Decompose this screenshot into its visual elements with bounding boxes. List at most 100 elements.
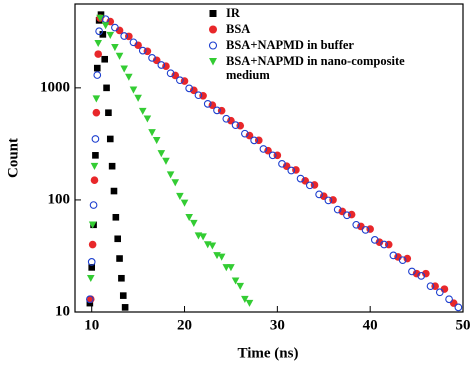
point <box>114 235 121 243</box>
point <box>236 282 245 290</box>
point <box>108 162 116 170</box>
legend-entry: BSA+NAPMD in nano-composite medium <box>206 54 446 82</box>
point <box>90 176 99 184</box>
point <box>93 64 101 72</box>
point <box>112 213 120 221</box>
point <box>278 159 286 168</box>
point <box>103 84 110 92</box>
x-tick-label: 30 <box>270 317 285 333</box>
point <box>119 292 127 299</box>
x-tick-label: 50 <box>456 317 471 333</box>
point <box>449 299 458 307</box>
legend-label: IR <box>226 6 240 20</box>
point <box>105 109 112 117</box>
point <box>398 256 407 265</box>
point <box>213 106 221 115</box>
point <box>209 25 217 34</box>
point <box>208 242 217 250</box>
point <box>445 295 453 304</box>
point <box>324 196 333 205</box>
point <box>166 171 175 179</box>
point <box>209 10 217 17</box>
x-axis-label: Time (ns) <box>238 345 299 361</box>
legend-label: BSA <box>226 22 251 36</box>
point <box>86 299 94 307</box>
point <box>227 264 235 272</box>
point <box>143 115 152 123</box>
point <box>162 62 170 71</box>
point <box>268 151 277 160</box>
point <box>357 222 365 231</box>
point <box>194 91 203 100</box>
y-tick-label: 100 <box>48 191 71 207</box>
point <box>231 121 240 129</box>
y-tick-label: 10 <box>55 303 70 319</box>
point <box>287 166 296 175</box>
legend-entry: IR <box>206 6 446 20</box>
y-tick-label: 1000 <box>40 79 70 95</box>
point <box>176 76 184 85</box>
point <box>241 295 249 304</box>
point <box>157 61 166 69</box>
point <box>361 226 370 234</box>
point <box>99 31 107 38</box>
point <box>250 136 258 145</box>
point <box>264 146 272 155</box>
point <box>180 199 189 207</box>
point <box>166 69 175 78</box>
point <box>305 181 314 190</box>
legend-marker <box>209 10 217 17</box>
point <box>185 84 194 93</box>
point <box>91 135 100 143</box>
point <box>87 258 96 266</box>
legend-entry: BSA <box>206 22 446 36</box>
point <box>157 150 166 158</box>
legend-marker <box>209 25 217 34</box>
x-tick-label: 20 <box>177 317 192 333</box>
point <box>190 86 198 95</box>
point <box>190 219 198 227</box>
point <box>389 251 398 260</box>
point <box>125 73 133 81</box>
point <box>217 253 226 261</box>
point <box>92 95 101 103</box>
point <box>380 240 388 249</box>
point <box>241 129 249 138</box>
point <box>148 129 156 137</box>
point <box>138 107 147 115</box>
point <box>121 304 129 311</box>
x-tick-label: 10 <box>84 317 99 333</box>
legend-marker <box>209 58 217 66</box>
point <box>333 205 342 214</box>
point <box>138 46 147 55</box>
point <box>319 192 328 200</box>
point <box>180 77 189 85</box>
point <box>115 52 124 60</box>
point <box>296 174 305 183</box>
point <box>426 282 435 291</box>
point <box>171 179 180 187</box>
point <box>408 267 416 276</box>
point <box>95 27 103 36</box>
point <box>88 240 97 249</box>
point <box>231 277 240 285</box>
point <box>199 233 207 241</box>
point <box>208 41 218 50</box>
legend-marker <box>208 41 218 50</box>
point <box>96 14 104 22</box>
point <box>101 22 110 30</box>
legend-label: BSA+NAPMD in buffer <box>226 38 354 52</box>
point <box>106 135 114 143</box>
point <box>148 54 156 62</box>
point <box>162 157 170 165</box>
point <box>435 288 444 297</box>
point <box>152 137 161 145</box>
point <box>209 58 217 66</box>
point <box>94 50 103 58</box>
point <box>120 32 129 40</box>
point <box>245 131 254 140</box>
point <box>338 207 347 216</box>
point <box>86 295 94 304</box>
point <box>343 211 351 220</box>
x-tick-label: 40 <box>363 317 378 333</box>
